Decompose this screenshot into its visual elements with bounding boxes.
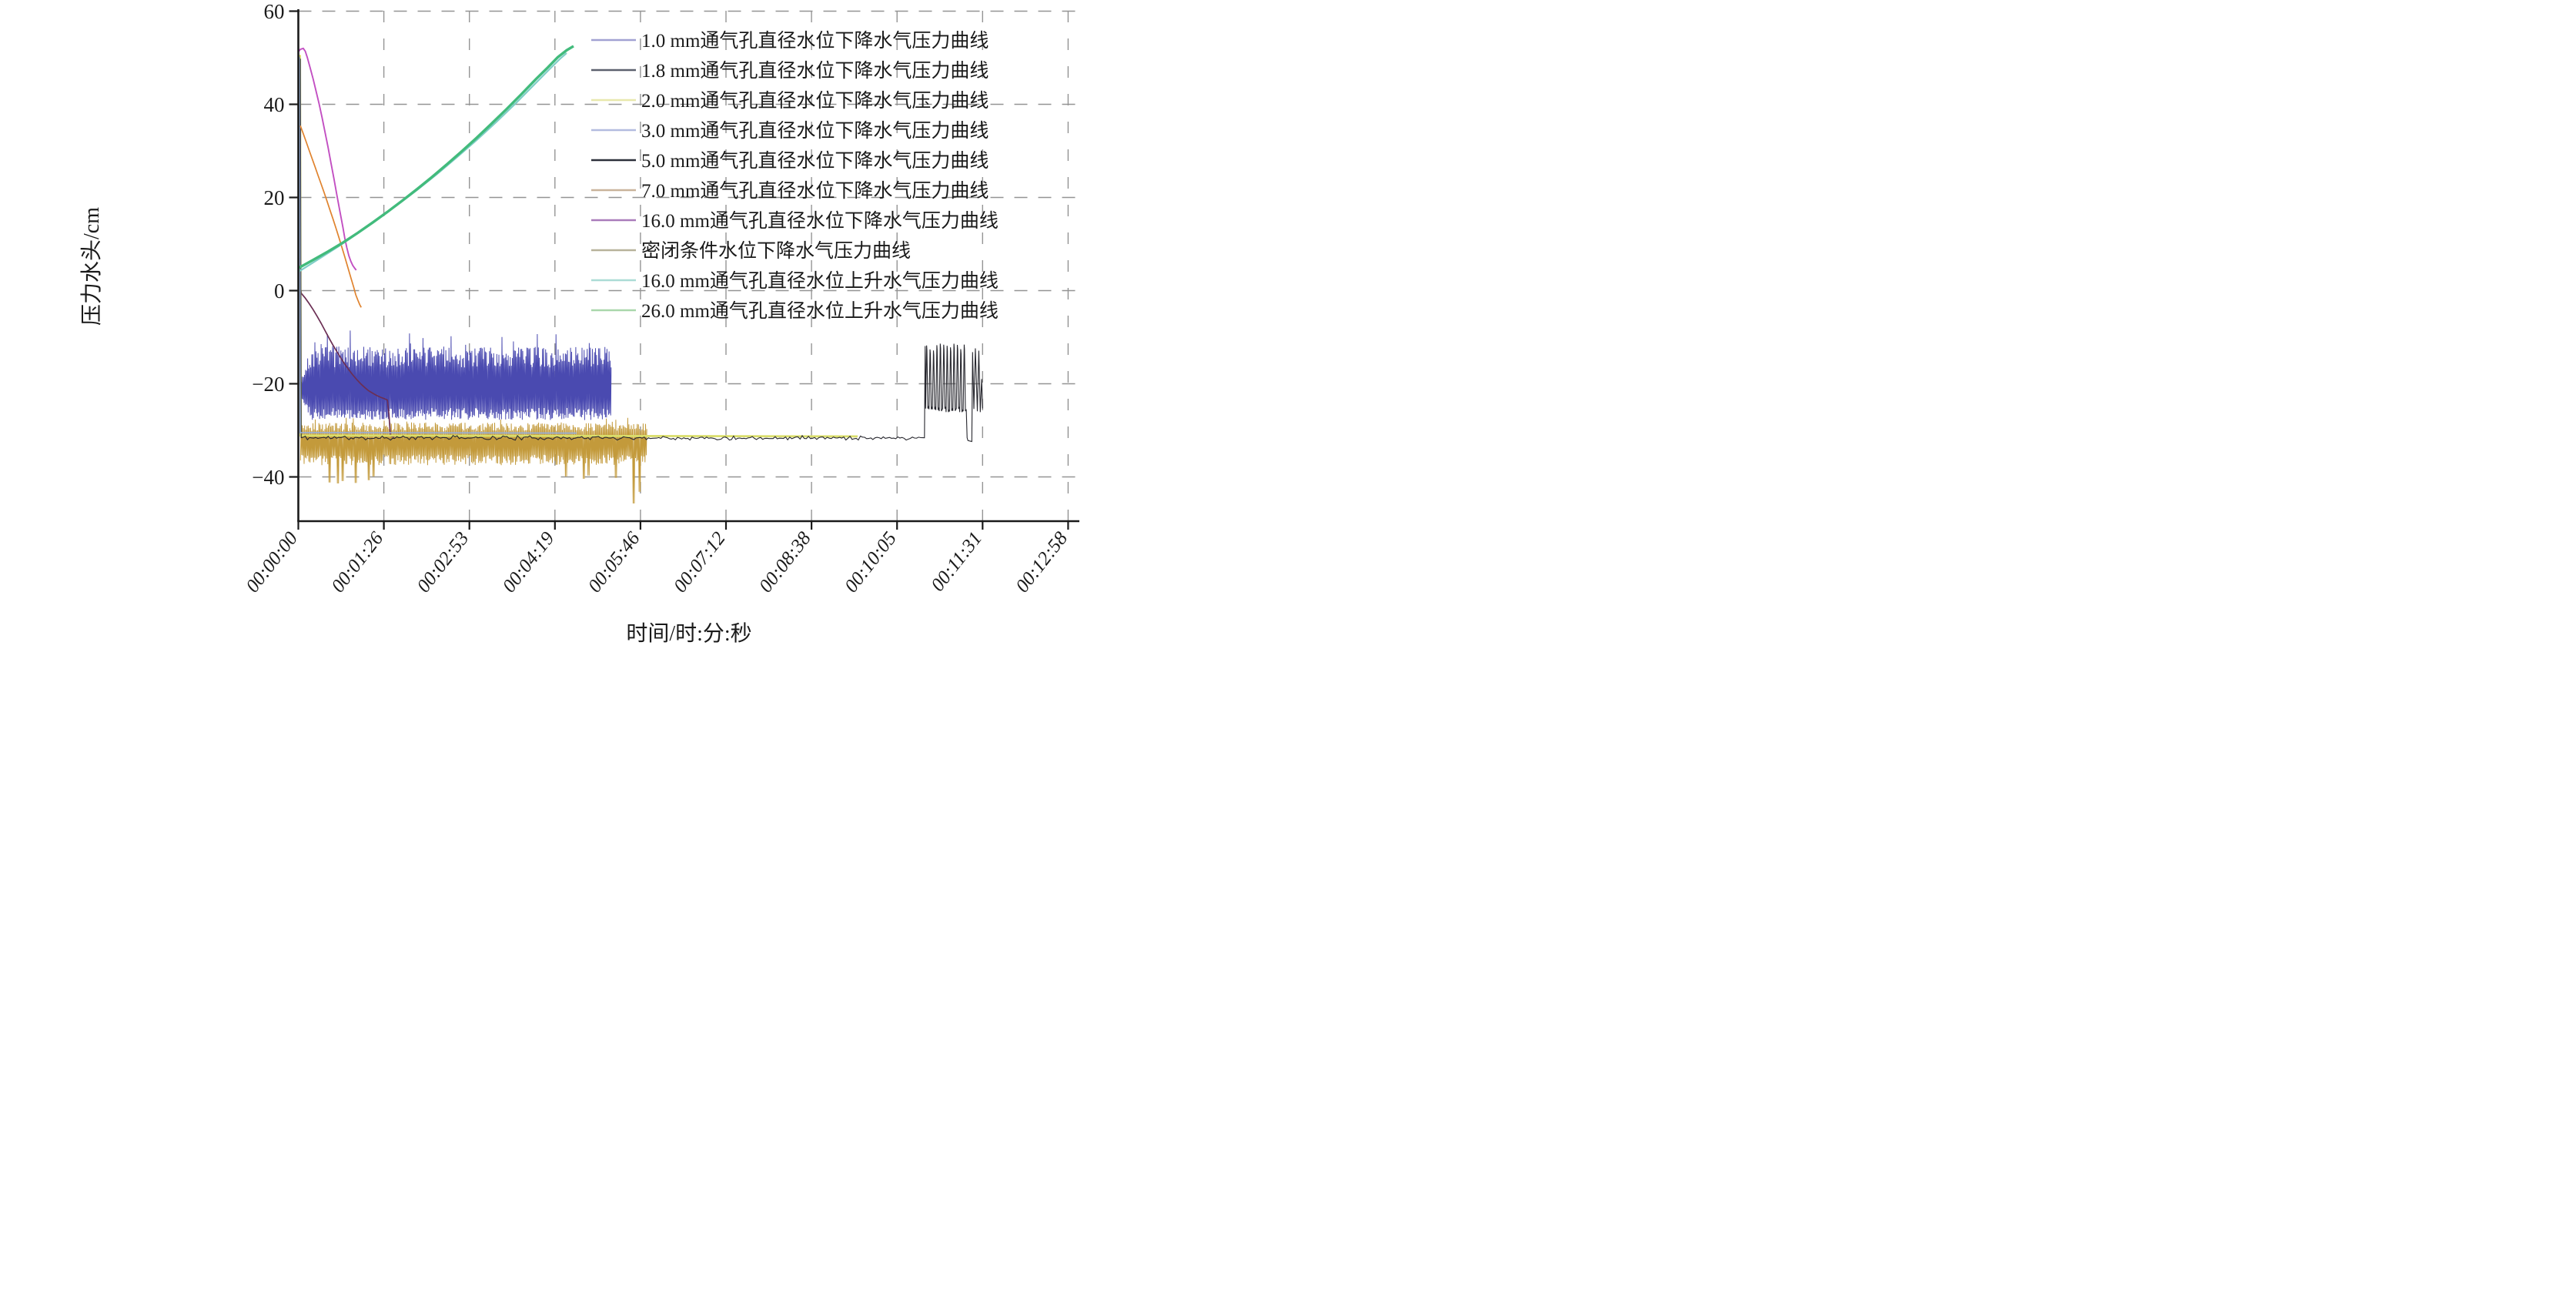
- legend-item-6: 16.0 mm通气孔直径水位下降水气压力曲线: [591, 210, 999, 232]
- x-tick-label-group: 00:00:00: [243, 528, 303, 597]
- axes: 60 40 20 0 −20 −40 00:00:00 00:01:26 00:02:53 00:…: [79, 0, 1079, 646]
- legend-label: 1.0 mm通气孔直径水位下降水气压力曲线: [641, 30, 989, 52]
- legend-label: 1.8 mm通气孔直径水位下降水气压力曲线: [641, 60, 989, 82]
- x-tick-label-group: 00:05:46: [584, 528, 644, 597]
- x-tick-label: 00:08:38: [755, 528, 815, 597]
- series-line-0: [300, 330, 612, 420]
- legend-item-5: 7.0 mm通气孔直径水位下降水气压力曲线: [591, 180, 989, 202]
- y-tick-label: −20: [252, 373, 284, 396]
- x-tick-label: 00:04:19: [499, 528, 559, 597]
- legend-label: 密闭条件水位下降水气压力曲线: [641, 240, 911, 262]
- legend-item-1: 1.8 mm通气孔直径水位下降水气压力曲线: [591, 60, 989, 82]
- series-line-4: [299, 59, 983, 443]
- x-tick-label: 00:05:46: [584, 528, 644, 597]
- legend-item-8: 16.0 mm通气孔直径水位上升水气压力曲线: [591, 270, 999, 292]
- x-tick-label-group: 00:12:58: [1012, 528, 1072, 597]
- x-tick-label-group: 00:11:31: [927, 528, 986, 595]
- series-line-9: [298, 45, 574, 269]
- y-tick-label: −40: [252, 466, 284, 489]
- x-tick-label: 00:07:12: [670, 528, 730, 597]
- legend-item-7: 密闭条件水位下降水气压力曲线: [591, 240, 911, 262]
- pressure-head-time-chart: 60 40 20 0 −20 −40 00:00:00 00:01:26 00:02:53 00:…: [0, 0, 1288, 656]
- legend-label: 3.0 mm通气孔直径水位下降水气压力曲线: [641, 120, 989, 142]
- y-tick-label: 0: [274, 279, 285, 303]
- y-axis-title: 压力水头/cm: [79, 207, 104, 326]
- x-tick-label-group: 00:10:05: [841, 528, 901, 597]
- legend-item-4: 5.0 mm通气孔直径水位下降水气压力曲线: [591, 150, 989, 172]
- legend-item-9: 26.0 mm通气孔直径水位上升水气压力曲线: [591, 300, 999, 322]
- series-line-1: [299, 258, 395, 438]
- x-tick-label: 00:12:58: [1012, 528, 1072, 597]
- y-tick-label: 40: [264, 93, 285, 116]
- x-tick-label-group: 00:08:38: [755, 528, 815, 597]
- legend-label: 16.0 mm通气孔直径水位上升水气压力曲线: [641, 270, 999, 292]
- x-tick-label-group: 00:01:26: [328, 528, 388, 597]
- legend-label: 2.0 mm通气孔直径水位下降水气压力曲线: [641, 90, 989, 112]
- x-tick-label-group: 00:04:19: [499, 528, 559, 597]
- legend-label: 5.0 mm通气孔直径水位下降水气压力曲线: [641, 150, 989, 172]
- x-tick-label: 00:01:26: [328, 528, 388, 597]
- series-line-7: [299, 417, 647, 504]
- legend-item-0: 1.0 mm通气孔直径水位下降水气压力曲线: [591, 30, 989, 52]
- y-axis-title-group: 压力水头/cm: [79, 207, 104, 326]
- legend-label: 16.0 mm通气孔直径水位下降水气压力曲线: [641, 210, 999, 232]
- y-tick-label: 20: [264, 186, 285, 209]
- x-tick-label: 00:00:00: [243, 528, 303, 597]
- legend-item-2: 2.0 mm通气孔直径水位下降水气压力曲线: [591, 90, 989, 112]
- chart-canvas: 60 40 20 0 −20 −40 00:00:00 00:01:26 00:02:53 00:…: [79, 0, 1079, 646]
- x-tick-label-group: 00:02:53: [413, 528, 473, 597]
- legend-label: 26.0 mm通气孔直径水位上升水气压力曲线: [641, 300, 999, 322]
- series-line-5: [299, 125, 362, 308]
- x-tick-label: 00:10:05: [841, 528, 901, 597]
- legend-item-3: 3.0 mm通气孔直径水位下降水气压力曲线: [591, 120, 989, 142]
- gridlines: [298, 10, 1079, 521]
- y-tick-label: 60: [264, 0, 285, 23]
- legend-label: 7.0 mm通气孔直径水位下降水气压力曲线: [641, 180, 989, 202]
- legend: 1.0 mm通气孔直径水位下降水气压力曲线 1.8 mm通气孔直径水位下降水气压力…: [591, 30, 999, 322]
- x-axis-title: 时间/时:分:秒: [626, 621, 751, 646]
- x-tick-label-group: 00:07:12: [670, 528, 730, 597]
- series-line-6: [298, 47, 357, 271]
- x-tick-label: 00:11:31: [927, 528, 986, 595]
- series-lines: [298, 45, 983, 504]
- x-tick-label: 00:02:53: [413, 528, 473, 597]
- series-line-3: [299, 56, 577, 434]
